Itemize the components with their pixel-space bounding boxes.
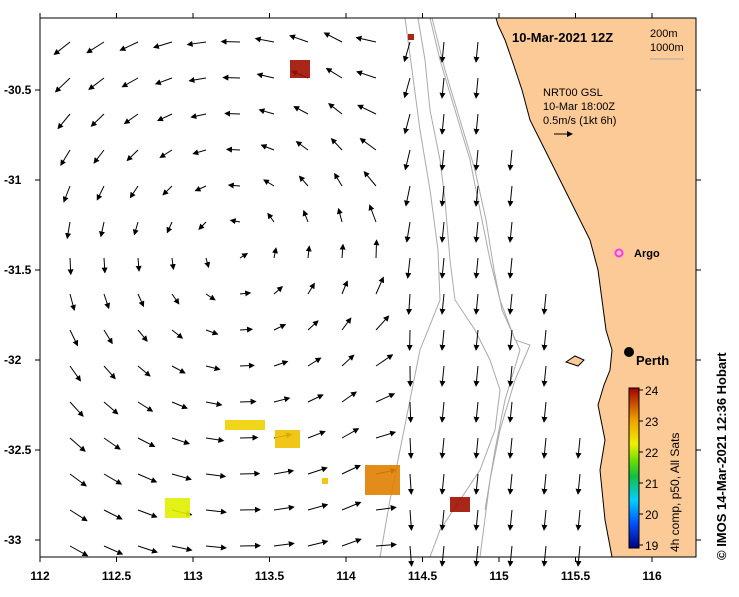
x-tick-label: 115 (489, 569, 509, 583)
colorbar-label: 4h comp, p50, All Sats (668, 433, 682, 552)
current-arrow (225, 113, 240, 114)
x-tick-label: 114.5 (408, 569, 438, 583)
x-tick-label: 113 (183, 569, 203, 583)
colorbar (629, 388, 639, 548)
colorbar-tick-label: 21 (645, 477, 659, 491)
current-arrow (240, 401, 256, 402)
y-tick-label: -31 (4, 173, 22, 187)
colorbar-tick-label: 24 (645, 384, 659, 398)
x-tick-label: 112.5 (102, 569, 132, 583)
y-tick-label: -30.5 (4, 83, 32, 97)
current-arrow (227, 149, 240, 150)
sst-patch (290, 60, 310, 78)
colorbar-tick-label: 19 (645, 539, 659, 553)
sst-patch (225, 420, 265, 430)
colorbar-tick-label: 20 (645, 508, 659, 522)
map-title: 10-Mar-2021 12Z (512, 30, 613, 45)
x-tick-label: 112 (30, 569, 50, 583)
current-arrow (240, 365, 254, 366)
x-tick-label: 114 (336, 569, 356, 583)
sst-patch (450, 497, 470, 512)
sst-patch (275, 430, 300, 448)
colorbar-tick-label: 23 (645, 415, 659, 429)
current-source: NRT00 GSL (543, 87, 603, 99)
x-tick-label: 116 (642, 569, 662, 583)
y-tick-label: -33 (4, 533, 22, 547)
argo-label: Argo (634, 248, 660, 260)
current-time: 10-Mar 18:00Z (543, 101, 615, 113)
sst-patch (322, 478, 328, 484)
y-tick-label: -32.5 (4, 443, 32, 457)
sst-patch (408, 34, 414, 40)
y-tick-label: -31.5 (4, 263, 32, 277)
sst-patch (165, 498, 190, 518)
credit-text: © IMOS 14-Mar-2021 12:36 Hobart (714, 352, 729, 560)
depth-legend-1000m: 1000m (650, 42, 684, 54)
current-scale: 0.5m/s (1kt 6h) (543, 115, 616, 127)
perth-marker-icon[interactable] (624, 347, 634, 357)
x-tick-label: 115.5 (561, 569, 591, 583)
depth-legend-200m: 200m (650, 28, 678, 40)
perth-label: Perth (636, 353, 669, 368)
current-arrow (376, 240, 377, 258)
sst-patch (365, 465, 400, 495)
colorbar-tick-label: 22 (645, 446, 659, 460)
x-tick-label: 113.5 (255, 569, 285, 583)
y-tick-label: -32 (4, 353, 22, 367)
